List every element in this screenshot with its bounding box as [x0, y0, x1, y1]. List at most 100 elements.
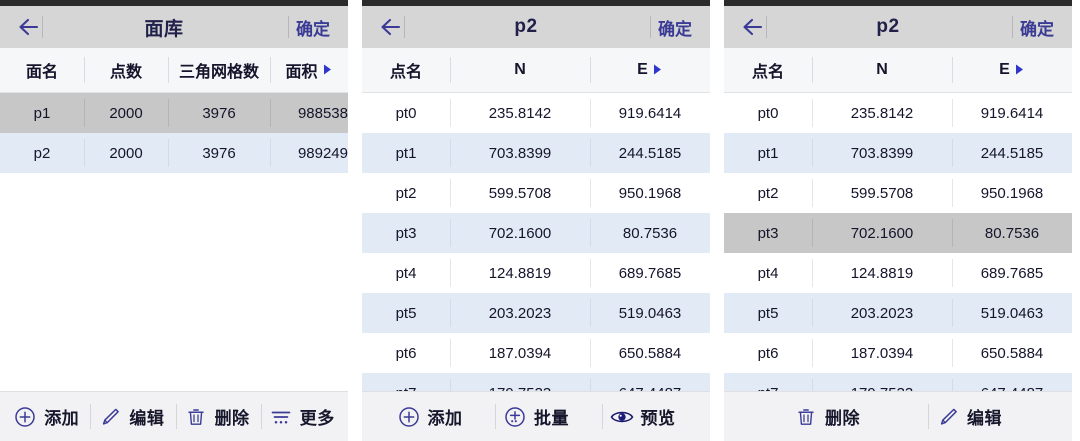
column-header-1[interactable]: 点名	[389, 64, 422, 81]
confirm-button[interactable]: 确定	[994, 6, 1072, 48]
table-cell: 919.6414	[952, 93, 1072, 133]
eye-icon	[610, 405, 634, 429]
table-cell: 989249	[270, 133, 348, 173]
column-header-4[interactable]: 面积	[270, 48, 348, 92]
table-cell: 519.0463	[590, 293, 710, 333]
column-header-3[interactable]: 三角网格数	[168, 48, 270, 92]
panel-divider-gap	[710, 0, 724, 441]
table-row[interactable]: pt2 599.5708 950.1968	[362, 173, 710, 213]
table-cell: pt3	[757, 224, 779, 242]
table-body: p1 2000 3976 988538 p2 2000 3976 989249	[0, 93, 348, 391]
table-cell: 124.8819	[450, 253, 590, 293]
table-cell: 647.4487	[952, 373, 1072, 391]
caret-right-icon[interactable]	[652, 63, 663, 78]
table-cell: 203.2023	[450, 293, 590, 333]
confirm-button[interactable]: 确定	[632, 6, 710, 48]
table-row[interactable]: pt5 203.2023 519.0463	[362, 293, 710, 333]
table-column-header: 点名 N E	[362, 48, 710, 93]
column-header-2[interactable]: N	[450, 48, 590, 92]
table-row[interactable]: pt0 235.8142 919.6414	[362, 93, 710, 133]
table-cell: 689.7685	[590, 253, 710, 293]
table-cell: 2000	[84, 93, 168, 133]
column-header-2[interactable]: N	[812, 48, 952, 92]
table-row[interactable]: pt4 124.8819 689.7685	[724, 253, 1072, 293]
toolbar-button-编辑[interactable]: 编辑	[928, 392, 1008, 441]
table-row[interactable]: pt4 124.8819 689.7685	[362, 253, 710, 293]
toolbar-button-编辑[interactable]: 编辑	[90, 392, 170, 441]
table-row[interactable]: pt1 703.8399 244.5185	[362, 133, 710, 173]
table-cell: pt1	[395, 144, 417, 162]
confirm-button[interactable]: 确定	[270, 6, 348, 48]
table-column-header: 面名 点数 三角网格数 面积	[0, 48, 348, 93]
toolbar-button-删除[interactable]: 删除	[788, 392, 866, 441]
table-cell: 702.1600	[812, 213, 952, 253]
back-button[interactable]	[724, 6, 782, 48]
table-row[interactable]: p2 2000 3976 989249	[0, 133, 348, 173]
table-row[interactable]: pt6 187.0394 650.5884	[362, 333, 710, 373]
table-cell: 599.5708	[812, 173, 952, 213]
trash-icon	[184, 405, 208, 429]
back-button[interactable]	[362, 6, 420, 48]
column-header-3[interactable]: E	[952, 48, 1072, 92]
title-divider	[403, 16, 405, 38]
status-strip	[724, 0, 1072, 6]
table-cell: 80.7536	[952, 213, 1072, 253]
toolbar-button-添加[interactable]: 添加	[7, 392, 85, 441]
toolbar-button-label: 添加	[44, 409, 80, 428]
column-header-1[interactable]: 点名	[751, 64, 784, 81]
table-row[interactable]: pt3 702.1600 80.7536	[724, 213, 1072, 253]
caret-right-icon[interactable]	[1014, 63, 1025, 78]
table-cell: 703.8399	[450, 133, 590, 173]
table-cell: pt7	[362, 373, 450, 392]
table-row[interactable]: pt0 235.8142 919.6414	[724, 93, 1072, 133]
table-cell: p2	[33, 144, 51, 162]
table-column-header: 点名 N E	[724, 48, 1072, 93]
title-bar: 面库 确定	[0, 6, 348, 48]
table-cell: pt4	[757, 264, 779, 282]
panel-surface-library: 面库 确定 面名 点数 三角网格数 面积 p1 2000 3976 988538 p2 2000 397…	[0, 0, 348, 441]
back-button[interactable]	[0, 6, 58, 48]
table-cell: 650.5884	[590, 333, 710, 373]
status-strip	[362, 0, 710, 6]
confirm-label: 确定	[296, 19, 330, 39]
toolbar-button-批量[interactable]: 批量	[495, 392, 575, 441]
toolbar-button-预览[interactable]: 预览	[601, 392, 682, 441]
table-body: pt0 235.8142 919.6414 pt1 703.8399 244.5185 pt…	[724, 93, 1072, 391]
table-row[interactable]: pt7179.7533647.4487	[362, 373, 710, 391]
column-header-3[interactable]: E	[590, 48, 710, 92]
title-divider	[765, 16, 767, 38]
table-row[interactable]: pt5 203.2023 519.0463	[724, 293, 1072, 333]
column-header-1[interactable]: 面名	[25, 64, 58, 81]
table-body: pt0 235.8142 919.6414 pt1 703.8399 244.5185 pt…	[362, 93, 710, 391]
more-lines-dots-icon	[269, 405, 293, 429]
pencil-icon	[98, 405, 122, 429]
toolbar-button-label: 更多	[299, 409, 335, 428]
table-cell: pt0	[395, 104, 417, 122]
page-title: p2	[876, 16, 900, 37]
table-cell: 650.5884	[952, 333, 1072, 373]
table-cell: pt0	[757, 104, 779, 122]
pencil-icon	[936, 405, 960, 429]
toolbar-button-删除[interactable]: 删除	[175, 392, 256, 441]
table-row[interactable]: pt6 187.0394 650.5884	[724, 333, 1072, 373]
table-cell: pt5	[757, 304, 779, 322]
page-title: 面库	[144, 18, 184, 40]
page-title: p2	[514, 16, 538, 37]
toolbar-button-更多[interactable]: 更多	[260, 392, 341, 441]
table-row[interactable]: pt1 703.8399 244.5185	[724, 133, 1072, 173]
table-row[interactable]: p1 2000 3976 988538	[0, 93, 348, 133]
toolbar-button-添加[interactable]: 添加	[391, 392, 469, 441]
table-cell: 919.6414	[590, 93, 710, 133]
table-row[interactable]: pt2 599.5708 950.1968	[724, 173, 1072, 213]
table-row[interactable]: pt3 702.1600 80.7536	[362, 213, 710, 253]
column-header-2[interactable]: 点数	[84, 48, 168, 92]
table-cell: 187.0394	[812, 333, 952, 373]
toolbar-button-label: 批量	[534, 409, 569, 428]
caret-right-icon[interactable]	[322, 63, 333, 78]
table-cell: 203.2023	[812, 293, 952, 333]
table-cell: pt7	[724, 373, 812, 392]
table-row[interactable]: pt7179.7533647.4487	[724, 373, 1072, 391]
table-cell: 3976	[168, 93, 270, 133]
table-cell: 244.5185	[952, 133, 1072, 173]
